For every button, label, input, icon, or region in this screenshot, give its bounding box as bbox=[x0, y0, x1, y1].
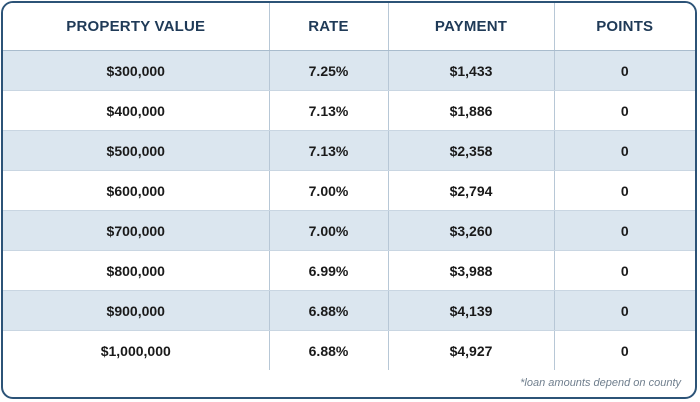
header-property-value: PROPERTY VALUE bbox=[3, 3, 270, 51]
cell-points: 0 bbox=[554, 170, 695, 211]
cell-property-value: $300,000 bbox=[3, 50, 270, 91]
cell-rate: 7.13% bbox=[269, 130, 389, 171]
table-header-row: PROPERTY VALUE RATE PAYMENT POINTS bbox=[3, 3, 695, 51]
cell-property-value: $700,000 bbox=[3, 210, 270, 251]
header-points: POINTS bbox=[554, 3, 695, 51]
cell-payment: $2,358 bbox=[388, 130, 555, 171]
cell-points: 0 bbox=[554, 50, 695, 91]
cell-property-value: $400,000 bbox=[3, 90, 270, 131]
cell-payment: $1,886 bbox=[388, 90, 555, 131]
cell-rate: 6.88% bbox=[269, 290, 389, 331]
cell-points: 0 bbox=[554, 290, 695, 331]
cell-rate: 6.99% bbox=[269, 250, 389, 291]
table-row: $700,000 7.00% $3,260 0 bbox=[3, 210, 695, 251]
cell-payment: $1,433 bbox=[388, 50, 555, 91]
cell-rate: 7.00% bbox=[269, 210, 389, 251]
table-row: $300,000 7.25% $1,433 0 bbox=[3, 50, 695, 91]
cell-points: 0 bbox=[554, 90, 695, 131]
cell-points: 0 bbox=[620, 342, 629, 359]
table-row: $900,000 6.88% $4,139 0 bbox=[3, 290, 695, 331]
table-row: $400,000 7.13% $1,886 0 bbox=[3, 90, 695, 131]
cell-rate: 7.00% bbox=[269, 170, 389, 211]
cell-rate: 6.88% bbox=[269, 330, 389, 370]
cell-payment: $2,794 bbox=[388, 170, 555, 211]
cell-points: 0 bbox=[554, 250, 695, 291]
footnote: *loan amounts depend on county bbox=[520, 377, 681, 389]
table-row: $600,000 7.00% $2,794 0 bbox=[3, 170, 695, 211]
table-row: $500,000 7.13% $2,358 0 bbox=[3, 130, 695, 171]
header-rate: RATE bbox=[269, 3, 389, 51]
cell-payment: $3,260 bbox=[388, 210, 555, 251]
cell-rate: 7.13% bbox=[269, 90, 389, 131]
cell-payment: $4,139 bbox=[388, 290, 555, 331]
cell-payment: $3,988 bbox=[388, 250, 555, 291]
table-row: $1,000,000 6.88% $4,927 0 bbox=[3, 330, 695, 370]
rate-table: PROPERTY VALUE RATE PAYMENT POINTS $300,… bbox=[3, 3, 695, 370]
cell-property-value: $900,000 bbox=[3, 290, 270, 331]
cell-points: 0 bbox=[554, 210, 695, 251]
cell-property-value: $800,000 bbox=[3, 250, 270, 291]
cell-rate: 7.25% bbox=[269, 50, 389, 91]
cell-property-value: $600,000 bbox=[3, 170, 270, 211]
cell-points: 0 bbox=[554, 130, 695, 171]
cell-payment: $4,927 bbox=[388, 330, 555, 370]
cell-property-value: $500,000 bbox=[3, 130, 270, 171]
header-payment: PAYMENT bbox=[388, 3, 555, 51]
cell-property-value: $1,000,000 bbox=[3, 330, 270, 370]
table-row: $800,000 6.99% $3,988 0 bbox=[3, 250, 695, 291]
